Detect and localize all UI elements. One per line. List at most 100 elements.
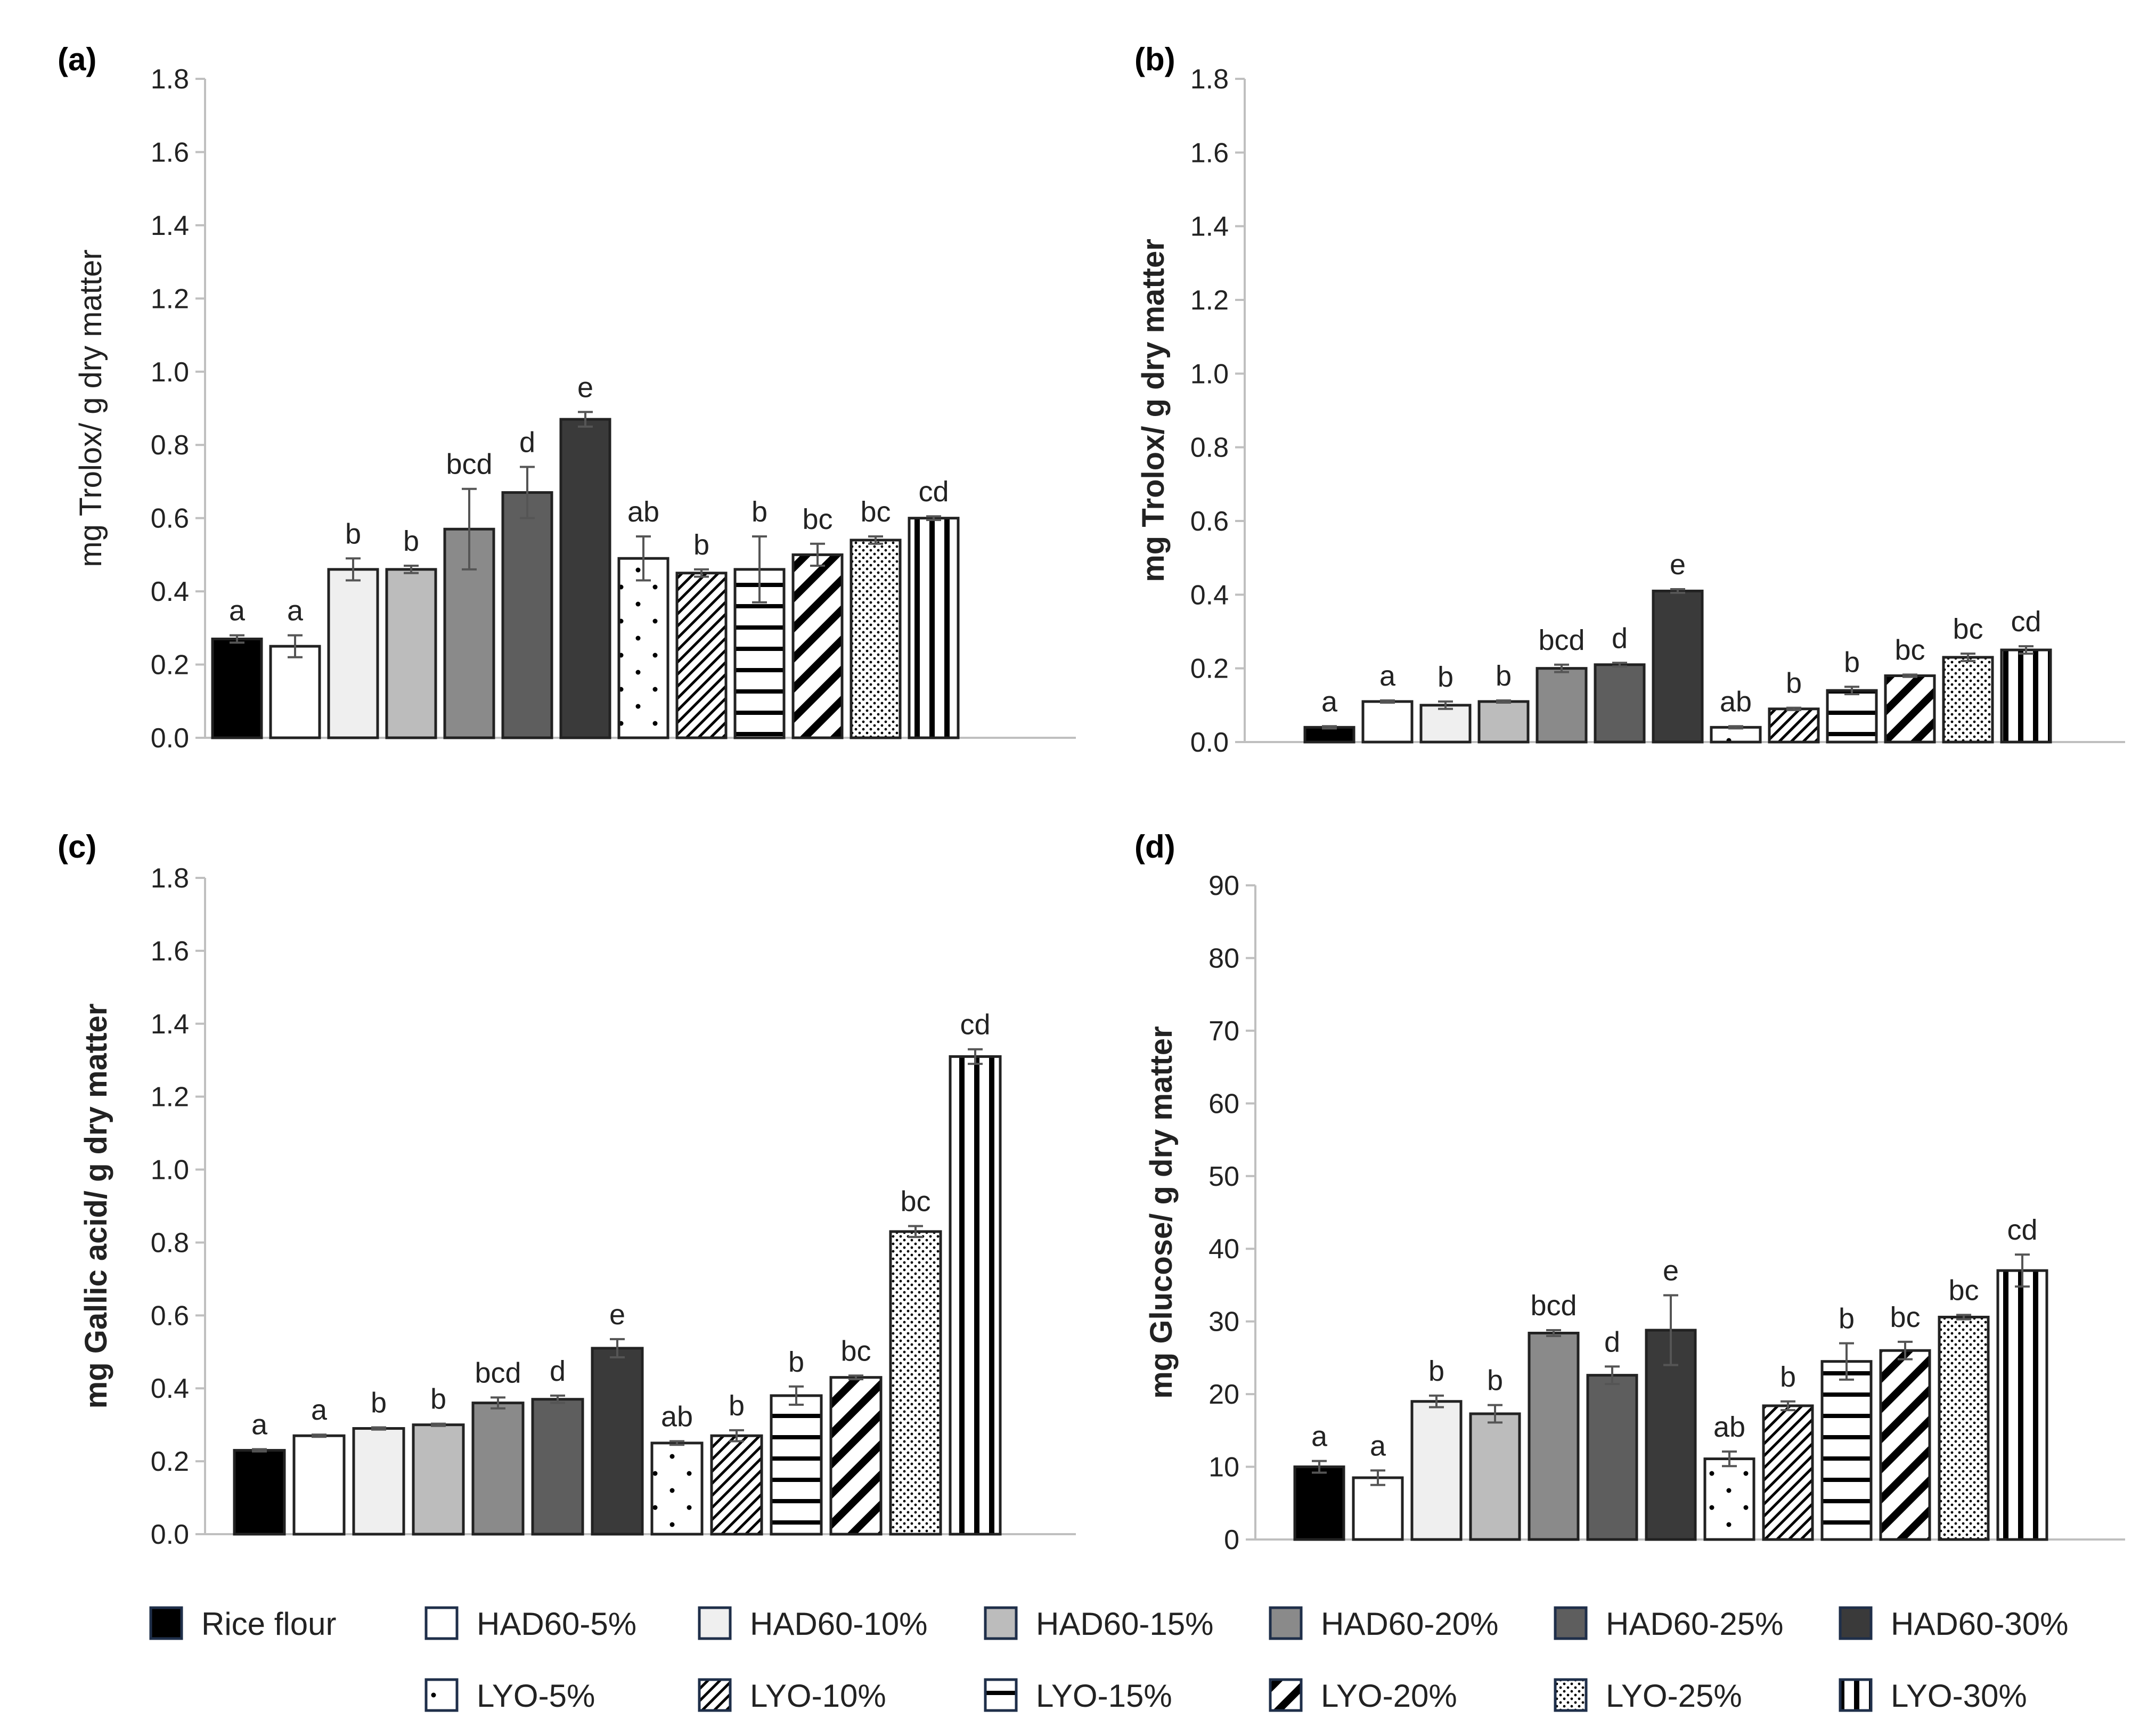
bar <box>850 539 902 739</box>
error-bar <box>694 568 709 578</box>
legend: Rice flour HAD60-5% HAD60-10% HAD60-15% HAD6… <box>149 1606 2069 1714</box>
error-bar <box>462 487 477 571</box>
y-axis-label: mg Trolox/ g dry matter <box>1136 239 1171 582</box>
bar <box>1536 667 1588 744</box>
error-bar <box>1438 700 1453 710</box>
panel-a: (a) mg Trolox/ g dry matter 0.0 0.2 0.4 0.6 0.… <box>58 42 1076 754</box>
y-tick-label: 10 <box>1208 1452 1239 1483</box>
significance-letter: bc <box>1948 1274 1979 1306</box>
significance-letter: e <box>1670 549 1686 581</box>
bar <box>1410 1400 1463 1541</box>
bar <box>1352 1476 1404 1541</box>
bar <box>327 568 379 739</box>
significance-letter: bc <box>900 1186 930 1218</box>
significance-letter: bcd <box>1538 624 1585 656</box>
panel-label: (a) <box>58 42 96 77</box>
bar <box>233 1449 286 1536</box>
y-tick-label: 0.2 <box>151 1446 189 1477</box>
error-bar <box>610 1338 625 1359</box>
error-bar <box>312 1433 326 1438</box>
bar <box>710 1434 763 1536</box>
y-tick-label: 0.8 <box>151 430 189 461</box>
significance-letter: b <box>1844 646 1860 678</box>
bar <box>908 517 960 739</box>
y-tick-label: 0.4 <box>151 1373 189 1404</box>
panel-label: (b) <box>1134 42 1175 77</box>
bar <box>889 1230 942 1536</box>
error-bar <box>1728 725 1743 730</box>
y-tick-label: 70 <box>1208 1016 1239 1047</box>
error-bar <box>288 634 303 658</box>
legend-item: Rice flour <box>149 1606 336 1642</box>
error-bar <box>578 411 593 428</box>
significance-letter: b <box>345 518 361 550</box>
y-tick-label: 1.2 <box>151 1082 189 1113</box>
error-bar <box>1554 663 1569 673</box>
significance-letter: b <box>1438 661 1453 693</box>
error-bar <box>1722 1450 1737 1468</box>
y-tick-label: 1.8 <box>1190 64 1229 95</box>
legend-item: HAD60-20% <box>1269 1606 1499 1642</box>
bar <box>2000 648 2052 744</box>
significance-letter: ab <box>1713 1411 1745 1443</box>
significance-letter: a <box>287 595 304 627</box>
significance-letter: bc <box>860 496 891 528</box>
legend-swatch <box>149 1606 183 1640</box>
y-tick-label: 1.8 <box>151 64 189 95</box>
y-tick-label: 1.4 <box>1190 211 1229 242</box>
bar <box>1996 1269 2048 1541</box>
bar <box>675 572 728 739</box>
significance-letter: bcd <box>446 449 492 480</box>
significance-letter: e <box>609 1299 625 1331</box>
error-bar <box>1312 1460 1327 1474</box>
y-tick-label: 1.6 <box>1190 137 1229 168</box>
legend-label: LYO-25% <box>1606 1678 1742 1714</box>
legend-swatch <box>424 1606 459 1640</box>
error-bar <box>848 1374 863 1381</box>
significance-letter: e <box>577 371 593 403</box>
significance-letter: b <box>1487 1365 1503 1397</box>
significance-letter: b <box>403 525 419 557</box>
error-bar <box>2015 1253 2030 1288</box>
y-tick-label: 80 <box>1208 943 1239 974</box>
error-bar <box>636 535 651 582</box>
significance-letter: a <box>229 595 246 627</box>
y-tick-label: 90 <box>1208 870 1239 901</box>
bar <box>471 1402 525 1536</box>
legend-label: LYO-10% <box>750 1678 886 1714</box>
legend-item: LYO-20% <box>1269 1678 1457 1714</box>
panel-label: (c) <box>58 829 96 865</box>
legend-item: LYO-25% <box>1554 1678 1742 1714</box>
error-bar <box>1546 1329 1561 1337</box>
error-bar <box>1898 1340 1913 1361</box>
error-bar <box>1839 1342 1854 1381</box>
y-tick-label: 1.0 <box>151 1155 189 1186</box>
significance-letter: cd <box>960 1009 990 1041</box>
y-tick-label: 0.4 <box>151 576 189 607</box>
y-tick-label: 0 <box>1224 1525 1239 1555</box>
error-bar <box>1429 1394 1444 1408</box>
error-bar <box>431 1422 446 1427</box>
y-tick-label: 0.0 <box>1190 727 1229 758</box>
y-tick-label: 1.2 <box>151 283 189 314</box>
legend-item: HAD60-25% <box>1554 1606 1784 1642</box>
legend-swatch <box>1269 1606 1303 1640</box>
legend-item: LYO-10% <box>698 1678 886 1714</box>
bar <box>1938 1315 1990 1541</box>
bar <box>617 557 669 739</box>
error-bar <box>1844 686 1859 696</box>
y-tick-label: 0.0 <box>151 1519 189 1550</box>
y-tick-label: 1.6 <box>151 137 189 168</box>
significance-letter: b <box>693 529 709 561</box>
error-bar <box>1605 1365 1620 1386</box>
y-axis-label: mg Gallic acid/ g dry matter <box>79 1004 113 1409</box>
error-bar <box>1370 1469 1385 1486</box>
bar <box>1303 726 1355 744</box>
y-tick-label: 1.4 <box>151 210 189 241</box>
significance-letter: b <box>752 496 767 528</box>
y-axis-label: mg Glucose/ g dry matter <box>1144 1026 1179 1398</box>
bar <box>591 1347 644 1536</box>
legend-label: HAD60-5% <box>477 1606 636 1642</box>
y-tick-label: 1.4 <box>151 1009 189 1040</box>
error-bar <box>2019 645 2034 655</box>
